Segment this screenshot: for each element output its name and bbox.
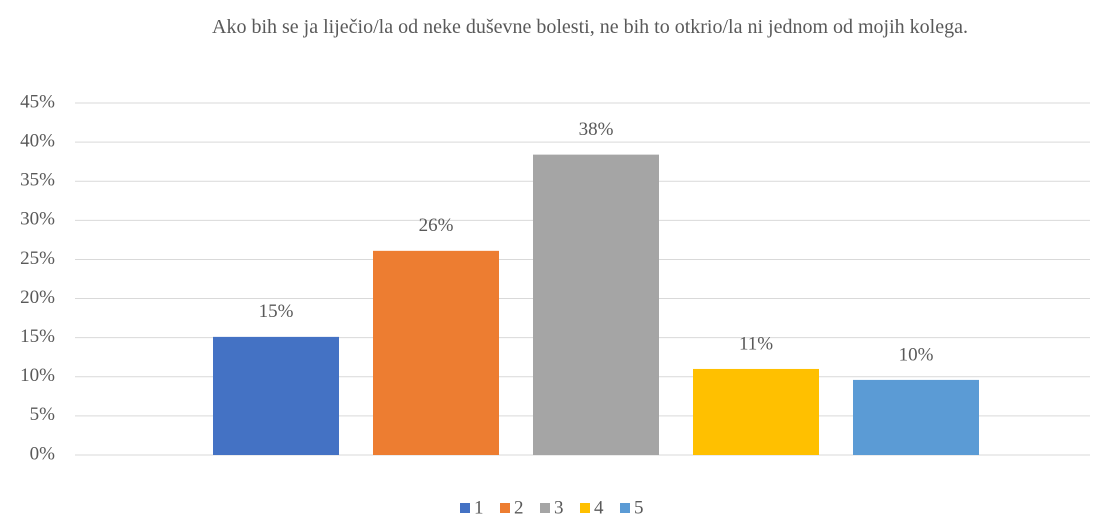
y-tick-label: 25% [20, 248, 55, 269]
data-label: 38% [579, 119, 614, 140]
bar [693, 368, 819, 455]
y-tick-label: 0% [30, 443, 56, 464]
y-tick-label: 35% [20, 170, 55, 191]
y-tick-label: 20% [20, 287, 55, 308]
legend-swatch [500, 503, 510, 513]
bar [853, 379, 979, 455]
legend-label: 4 [594, 497, 604, 518]
y-tick-label: 5% [30, 404, 56, 425]
y-tick-label: 30% [20, 209, 55, 230]
data-label: 15% [259, 301, 294, 322]
legend-label: 3 [554, 497, 564, 518]
legend-swatch [620, 503, 630, 513]
y-tick-label: 45% [20, 91, 55, 112]
y-tick-label: 10% [20, 365, 55, 386]
chart-title: Ako bih se ja liječio/la od neke duševne… [212, 16, 968, 38]
bar [533, 154, 659, 456]
y-tick-label: 40% [20, 130, 55, 151]
legend-swatch [460, 503, 470, 513]
y-tick-label: 15% [20, 326, 55, 347]
legend-label: 2 [514, 497, 524, 518]
legend-swatch [540, 503, 550, 513]
legend-label: 5 [634, 497, 644, 518]
legend-label: 1 [474, 497, 484, 518]
data-label: 11% [739, 333, 773, 354]
legend-swatch [580, 503, 590, 513]
bar [213, 336, 339, 455]
data-label: 26% [419, 215, 454, 236]
data-label: 10% [899, 344, 934, 365]
bar [373, 250, 499, 455]
